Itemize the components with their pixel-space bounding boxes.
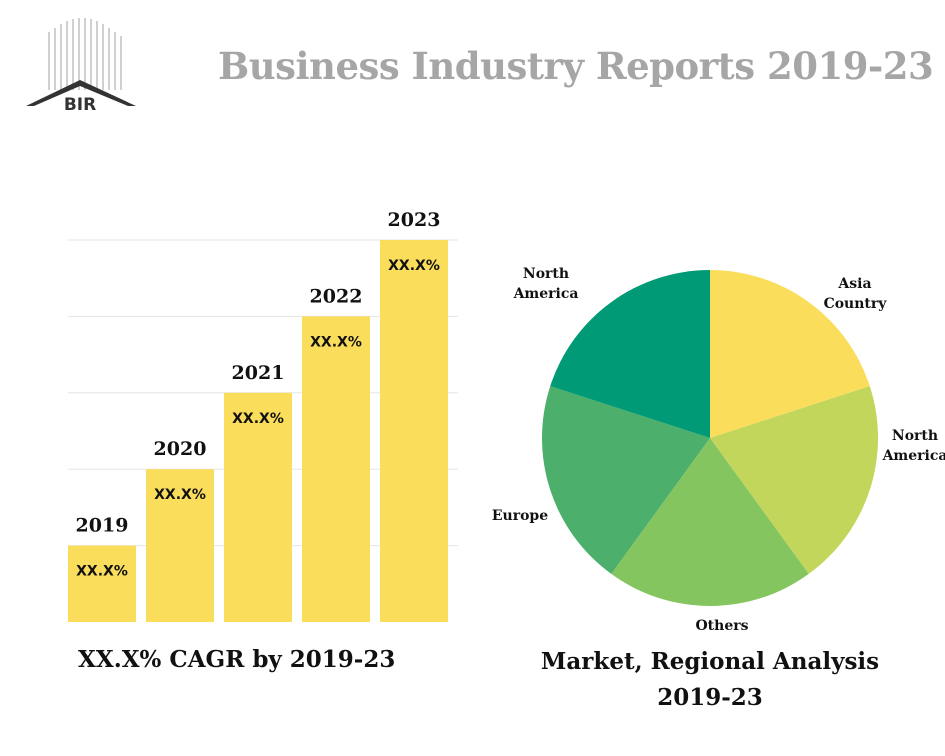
bar-2021 [224,392,292,622]
pie-slice-0 [710,270,870,438]
bar-value-label: XX.X% [232,411,284,427]
bar-value-label: XX.X% [76,564,128,580]
bar-2020 [146,469,214,622]
pie-slice-label: North America [513,266,579,302]
bar-year-label: 2020 [154,438,207,460]
bar-value-label: XX.X% [154,487,206,503]
bar-year-label: 2023 [388,209,441,231]
bar-2023 [380,240,448,622]
bar-2019 [68,545,136,622]
pie-chart: Asia Country North America Others Europe North… [492,266,945,634]
regional-caption-line1: Market, Regional Analysis [540,648,880,675]
bar-value-label: XX.X% [388,258,440,274]
roof-icon [26,80,136,106]
bir-logo: BIR [26,18,136,115]
regional-caption: Market, Regional Analysis 2019-23 [500,644,920,716]
pie-slice-2 [611,438,809,606]
pie-slice-label: Asia Country [824,276,888,312]
pie-slice-label: Others [695,618,748,634]
bar-year-label: 2019 [76,515,129,537]
page-title: Business Industry Reports 2019-23 [218,44,934,88]
pie-slice-label: Europe [492,508,548,524]
building-icon [48,18,122,90]
bar-2022 [302,316,370,622]
bar-year-label: 2022 [310,285,363,307]
regional-caption-line2: 2019-23 [657,684,763,711]
pie-slice-1 [710,386,878,574]
bar-year-label: 2021 [232,362,285,384]
pie-slice-4 [550,270,710,438]
pie-slice-label: North America [882,428,945,464]
cagr-caption: XX.X% CAGR by 2019-23 [78,646,396,673]
logo-text: BIR [64,95,96,115]
pie-slice-3 [542,386,710,574]
bar-value-label: XX.X% [310,334,362,350]
bar-chart: 2019 XX.X% 2020 XX.X% 2021 XX.X% 2022 XX.X% 2023… [68,209,458,622]
